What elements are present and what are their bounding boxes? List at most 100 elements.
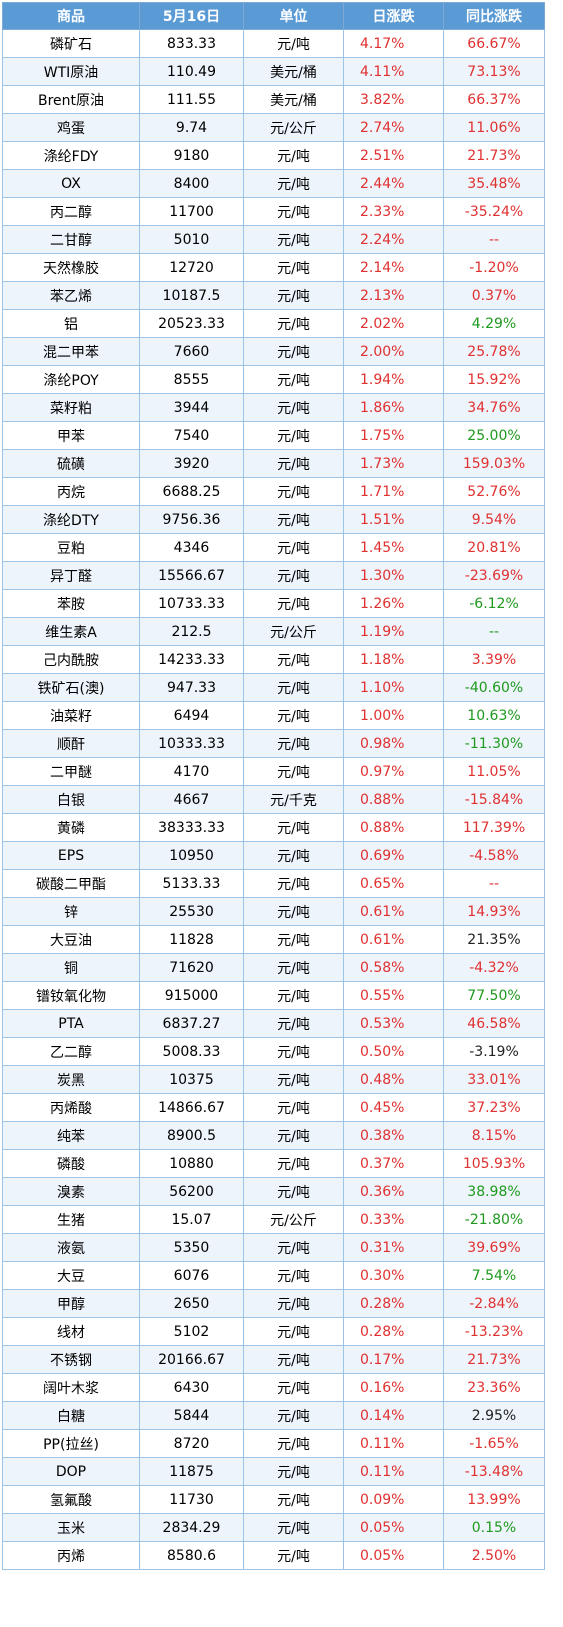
- commodity-name-cell: 涤纶FDY: [2, 141, 140, 170]
- yoy-change-cell: 23.36%: [443, 1373, 545, 1402]
- daily-change-cell: 0.37%: [343, 1149, 444, 1178]
- price-cell: 7660: [139, 337, 244, 366]
- commodity-name-cell: 液氨: [2, 1233, 140, 1262]
- unit-cell: 美元/桶: [243, 85, 344, 114]
- yoy-change-cell: 8.15%: [443, 1121, 545, 1150]
- yoy-change-cell: 21.73%: [443, 141, 545, 170]
- table-body: 磷矿石 833.33 元/吨 4.17% 66.67% WTI原油 110.49 美元/桶 4.…: [2, 29, 545, 1570]
- table-row: 硫磺 3920 元/吨 1.73% 159.03%: [2, 449, 545, 478]
- unit-cell: 元/吨: [243, 1233, 344, 1262]
- unit-cell: 元/吨: [243, 393, 344, 422]
- price-cell: 8720: [139, 1429, 244, 1458]
- price-cell: 212.5: [139, 617, 244, 646]
- unit-cell: 元/吨: [243, 1317, 344, 1346]
- daily-change-cell: 1.94%: [343, 365, 444, 394]
- unit-cell: 元/吨: [243, 1457, 344, 1486]
- table-row: 铜 71620 元/吨 0.58% -4.32%: [2, 953, 545, 982]
- table-row: 白银 4667 元/千克 0.88% -15.84%: [2, 785, 545, 814]
- header-unit: 单位: [243, 2, 344, 30]
- daily-change-cell: 2.14%: [343, 253, 444, 282]
- table-row: 油菜籽 6494 元/吨 1.00% 10.63%: [2, 701, 545, 730]
- yoy-change-cell: 11.06%: [443, 113, 545, 142]
- unit-cell: 元/吨: [243, 925, 344, 954]
- table-row: 铁矿石(澳) 947.33 元/吨 1.10% -40.60%: [2, 673, 545, 702]
- header-commodity: 商品: [2, 2, 140, 30]
- unit-cell: 美元/桶: [243, 57, 344, 86]
- unit-cell: 元/吨: [243, 533, 344, 562]
- unit-cell: 元/吨: [243, 757, 344, 786]
- price-cell: 10375: [139, 1065, 244, 1094]
- price-cell: 11730: [139, 1485, 244, 1514]
- daily-change-cell: 2.74%: [343, 113, 444, 142]
- commodity-name-cell: 白银: [2, 785, 140, 814]
- yoy-change-cell: -35.24%: [443, 197, 545, 226]
- yoy-change-cell: 11.05%: [443, 757, 545, 786]
- commodity-name-cell: 铁矿石(澳): [2, 673, 140, 702]
- yoy-change-cell: 7.54%: [443, 1261, 545, 1290]
- daily-change-cell: 2.24%: [343, 225, 444, 254]
- price-cell: 14866.67: [139, 1093, 244, 1122]
- commodity-name-cell: 铝: [2, 309, 140, 338]
- table-row: Brent原油 111.55 美元/桶 3.82% 66.37%: [2, 85, 545, 114]
- price-cell: 947.33: [139, 673, 244, 702]
- price-cell: 5844: [139, 1401, 244, 1430]
- daily-change-cell: 4.11%: [343, 57, 444, 86]
- unit-cell: 元/吨: [243, 841, 344, 870]
- price-cell: 3944: [139, 393, 244, 422]
- yoy-change-cell: 9.54%: [443, 505, 545, 534]
- table-row: 大豆 6076 元/吨 0.30% 7.54%: [2, 1261, 545, 1290]
- daily-change-cell: 0.58%: [343, 953, 444, 982]
- table-row: 涤纶FDY 9180 元/吨 2.51% 21.73%: [2, 141, 545, 170]
- commodity-name-cell: 天然橡胶: [2, 253, 140, 282]
- header-yoy-change: 同比涨跌: [443, 2, 545, 30]
- price-cell: 71620: [139, 953, 244, 982]
- commodity-name-cell: 菜籽粕: [2, 393, 140, 422]
- price-cell: 11700: [139, 197, 244, 226]
- yoy-change-cell: -11.30%: [443, 729, 545, 758]
- price-cell: 5102: [139, 1317, 244, 1346]
- yoy-change-cell: -2.84%: [443, 1289, 545, 1318]
- commodity-name-cell: 阔叶木浆: [2, 1373, 140, 1402]
- table-row: 异丁醛 15566.67 元/吨 1.30% -23.69%: [2, 561, 545, 590]
- unit-cell: 元/吨: [243, 1149, 344, 1178]
- daily-change-cell: 0.61%: [343, 897, 444, 926]
- price-cell: 15.07: [139, 1205, 244, 1234]
- commodity-name-cell: 油菜籽: [2, 701, 140, 730]
- price-cell: 2650: [139, 1289, 244, 1318]
- commodity-name-cell: 丙烯酸: [2, 1093, 140, 1122]
- yoy-change-cell: -3.19%: [443, 1037, 545, 1066]
- price-cell: 8900.5: [139, 1121, 244, 1150]
- daily-change-cell: 0.98%: [343, 729, 444, 758]
- yoy-change-cell: 66.67%: [443, 29, 545, 58]
- unit-cell: 元/吨: [243, 29, 344, 58]
- unit-cell: 元/吨: [243, 1513, 344, 1542]
- daily-change-cell: 0.88%: [343, 785, 444, 814]
- daily-change-cell: 1.86%: [343, 393, 444, 422]
- price-cell: 10880: [139, 1149, 244, 1178]
- table-row: 溴素 56200 元/吨 0.36% 38.98%: [2, 1177, 545, 1206]
- yoy-change-cell: --: [443, 869, 545, 898]
- yoy-change-cell: 34.76%: [443, 393, 545, 422]
- daily-change-cell: 0.45%: [343, 1093, 444, 1122]
- commodity-name-cell: 丙烯: [2, 1541, 140, 1570]
- daily-change-cell: 0.61%: [343, 925, 444, 954]
- commodity-name-cell: 氢氟酸: [2, 1485, 140, 1514]
- yoy-change-cell: -15.84%: [443, 785, 545, 814]
- unit-cell: 元/吨: [243, 449, 344, 478]
- unit-cell: 元/吨: [243, 337, 344, 366]
- commodity-name-cell: EPS: [2, 841, 140, 870]
- daily-change-cell: 0.55%: [343, 981, 444, 1010]
- daily-change-cell: 1.45%: [343, 533, 444, 562]
- price-cell: 833.33: [139, 29, 244, 58]
- daily-change-cell: 0.11%: [343, 1457, 444, 1486]
- unit-cell: 元/吨: [243, 561, 344, 590]
- yoy-change-cell: 3.39%: [443, 645, 545, 674]
- daily-change-cell: 0.28%: [343, 1317, 444, 1346]
- daily-change-cell: 1.19%: [343, 617, 444, 646]
- unit-cell: 元/吨: [243, 1065, 344, 1094]
- commodity-name-cell: 异丁醛: [2, 561, 140, 590]
- yoy-change-cell: -1.65%: [443, 1429, 545, 1458]
- yoy-change-cell: -40.60%: [443, 673, 545, 702]
- yoy-change-cell: -1.20%: [443, 253, 545, 282]
- price-cell: 2834.29: [139, 1513, 244, 1542]
